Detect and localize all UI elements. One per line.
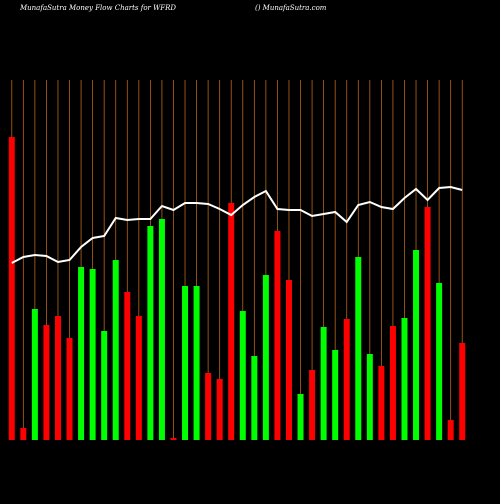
bar (274, 231, 281, 440)
bar (112, 260, 119, 440)
bar (89, 269, 96, 440)
bar (182, 286, 189, 440)
bar (309, 370, 316, 440)
bar (216, 379, 223, 440)
bar (205, 373, 212, 440)
bar (320, 327, 327, 440)
bar (436, 283, 443, 440)
bar (43, 325, 50, 440)
bar (78, 267, 85, 440)
bar (66, 338, 73, 440)
price-line (11, 185, 463, 264)
bar (424, 207, 431, 440)
bar (251, 356, 258, 440)
bar (459, 343, 466, 440)
bar (297, 394, 304, 440)
bar (124, 292, 131, 440)
bar (147, 226, 154, 440)
bar (239, 311, 246, 440)
bar (8, 137, 15, 440)
bar (54, 316, 61, 440)
bar (193, 286, 200, 440)
bar (262, 275, 269, 440)
bar (332, 350, 339, 440)
bar (170, 438, 177, 440)
bar (355, 257, 362, 440)
bar (413, 250, 420, 440)
bar (20, 428, 27, 440)
bar (101, 331, 108, 440)
bar (447, 420, 454, 440)
bar (228, 203, 235, 440)
bar (285, 280, 292, 440)
bar (158, 219, 165, 440)
bar (366, 354, 373, 440)
chart-subtitle: () MunafaSutra.com (255, 4, 327, 12)
bar (378, 366, 385, 440)
bar (343, 319, 350, 440)
bar (31, 309, 38, 440)
bar (135, 316, 142, 440)
bar (389, 326, 396, 440)
bar (401, 318, 408, 440)
chart-title: MunafaSutra Money Flow Charts for WFRD (19, 4, 176, 12)
